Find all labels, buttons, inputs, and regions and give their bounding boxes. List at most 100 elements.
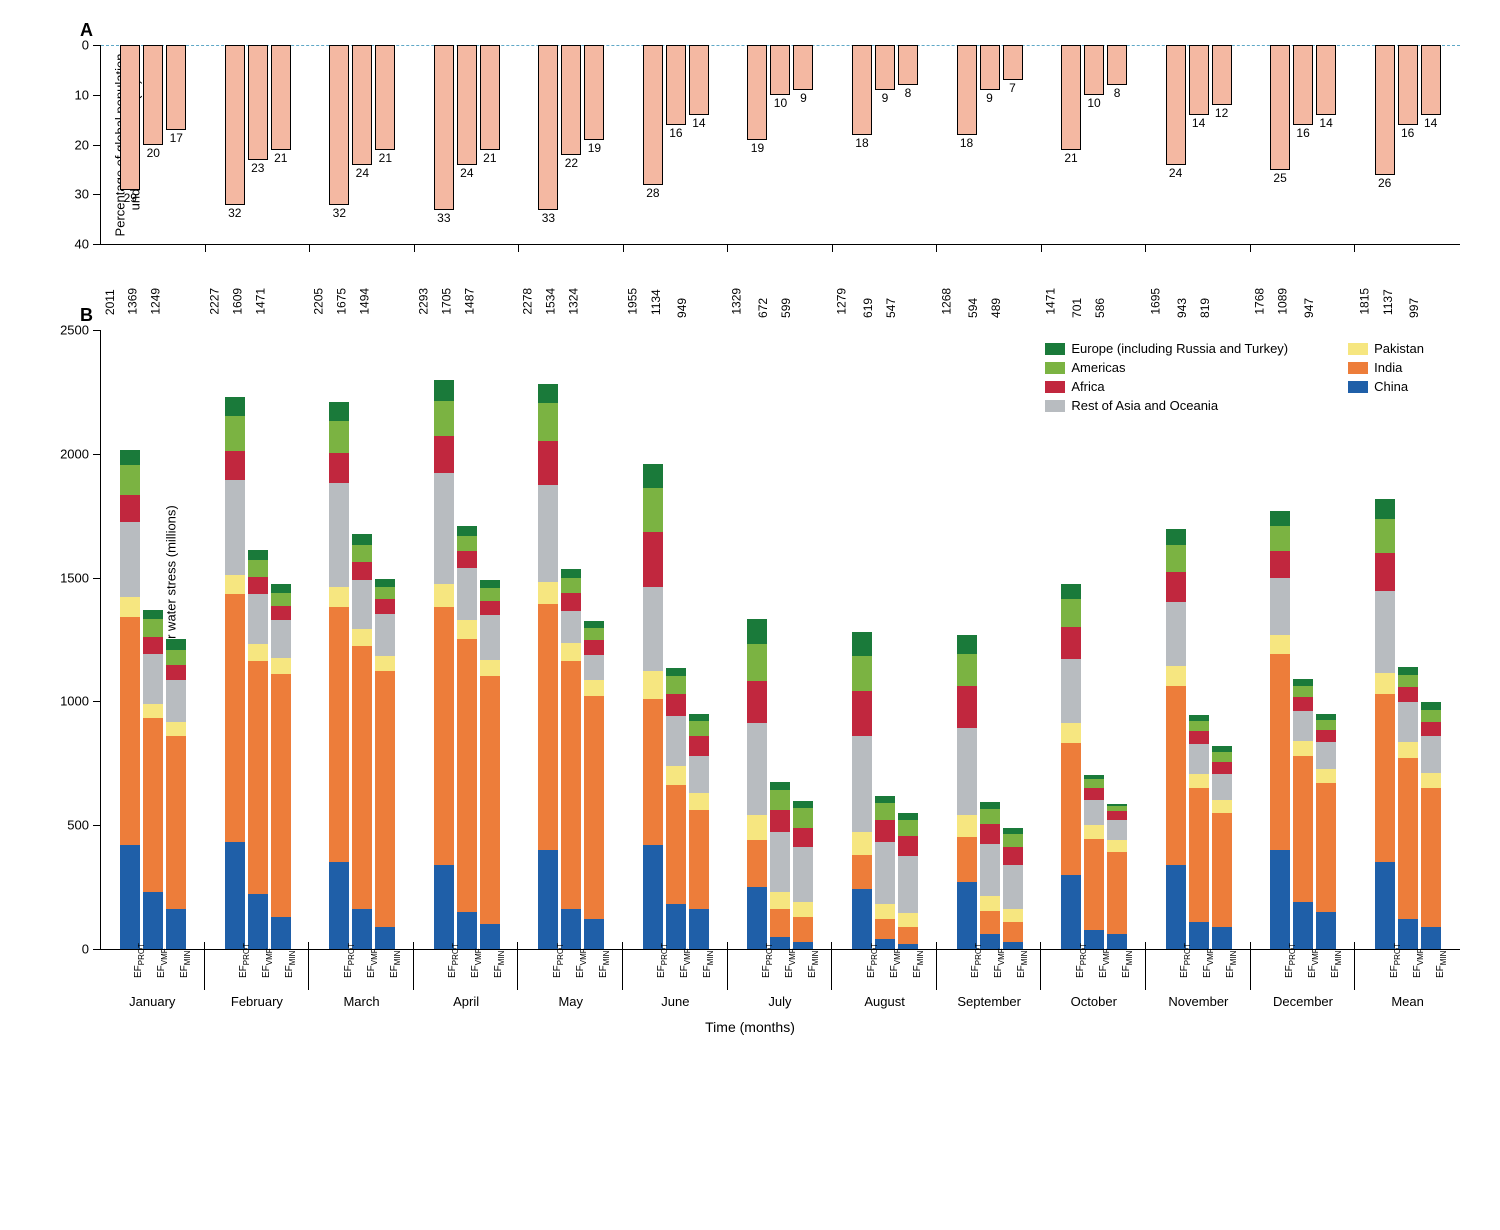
- bar-segment: [120, 617, 140, 845]
- y-tick: [93, 701, 101, 702]
- bar-segment: [1084, 779, 1104, 788]
- month-label: August: [832, 990, 937, 1009]
- bar-segment: [1166, 529, 1186, 545]
- sub-category-label: EFMIN: [389, 958, 429, 978]
- bar-total-label: 1955: [626, 288, 640, 315]
- stacked-bar: 1768: [1270, 330, 1290, 949]
- bar-segment: [120, 597, 140, 617]
- bar-value-label: 29: [124, 191, 137, 205]
- bar-segment: [1293, 711, 1313, 741]
- y-tick: [93, 95, 101, 96]
- bar-value-label: 14: [1319, 116, 1332, 130]
- month-group: 1897: [937, 45, 1042, 244]
- x-sub-group: EFPROTEFVMFEFMIN: [205, 950, 310, 990]
- month-group: 322321: [206, 45, 311, 244]
- bar-segment: [1375, 694, 1395, 863]
- month-label: Mean: [1355, 990, 1460, 1009]
- bar-value-label: 7: [1009, 81, 1016, 95]
- bar-segment: [666, 694, 686, 716]
- month-label: July: [728, 990, 833, 1009]
- month-group: 17681089947: [1251, 330, 1356, 949]
- stacked-bar: 1471: [271, 330, 291, 949]
- month-label: December: [1251, 990, 1356, 1009]
- bar-segment: [689, 909, 709, 949]
- bar-segment: [1293, 697, 1313, 711]
- sub-category-label: EFMIN: [1435, 958, 1475, 978]
- bar-value-label: 9: [882, 91, 889, 105]
- y-tick-label: 30: [75, 187, 89, 202]
- group-separator: [936, 244, 937, 252]
- stacked-bar: 619: [875, 330, 895, 949]
- bar-segment: [1166, 686, 1186, 865]
- bar-segment: [271, 584, 291, 593]
- bar-total-label: 701: [1070, 298, 1084, 318]
- month-label: October: [1041, 990, 1146, 1009]
- bar-segment: [793, 847, 813, 902]
- bar-segment: [643, 532, 663, 587]
- bar-total-label: 1815: [1357, 288, 1371, 315]
- stacked-bar: 1705: [457, 330, 477, 949]
- stacked-bar: 1279: [852, 330, 872, 949]
- group-separator: [309, 244, 310, 252]
- y-tick-label: 10: [75, 87, 89, 102]
- bar-segment: [957, 635, 977, 654]
- stacked-bar: 599: [793, 330, 813, 949]
- month-group: 241412: [1146, 45, 1251, 244]
- bar-total-label: 619: [861, 298, 875, 318]
- bar-value-label: 21: [379, 151, 392, 165]
- bar-segment: [538, 485, 558, 582]
- bar-segment: [1398, 758, 1418, 919]
- y-tick-label: 500: [67, 818, 89, 833]
- bar-segment: [875, 803, 895, 820]
- bar-value-label: 25: [1273, 171, 1286, 185]
- y-tick: [93, 244, 101, 245]
- bar-value-label: 21: [1064, 151, 1077, 165]
- bar-segment: [852, 855, 872, 890]
- bar-segment: [1293, 741, 1313, 756]
- bar-segment: [166, 680, 186, 722]
- bar-segment: [1084, 825, 1104, 839]
- y-tick-label: 1500: [60, 570, 89, 585]
- panel-a-label: A: [80, 20, 1480, 41]
- bar-total-label: 1268: [939, 288, 953, 315]
- stacked-bar: 1955: [643, 330, 663, 949]
- bar-segment: [375, 656, 395, 671]
- bar-segment: [852, 832, 872, 854]
- bar-segment: [1107, 811, 1127, 820]
- bar-segment: [1189, 774, 1209, 788]
- panel-a-chart: 010203040 Percentage of global populatio…: [100, 45, 1460, 245]
- bar-segment: [434, 436, 454, 473]
- bar: 33: [434, 45, 454, 210]
- bar-segment: [1293, 902, 1313, 949]
- bar-segment: [352, 534, 372, 545]
- y-tick: [93, 578, 101, 579]
- month-group: 201113691249: [101, 330, 206, 949]
- stacked-bar: 947: [1316, 330, 1336, 949]
- bar-segment: [1316, 720, 1336, 730]
- bar: 17: [166, 45, 186, 130]
- y-tick-label: 0: [82, 38, 89, 53]
- bar-segment: [852, 691, 872, 736]
- bar-value-label: 28: [646, 186, 659, 200]
- month-group: 19109: [728, 45, 833, 244]
- bar-segment: [1107, 934, 1127, 949]
- bar-segment: [480, 580, 500, 588]
- bar-segment: [1061, 627, 1081, 659]
- bar-segment: [852, 889, 872, 949]
- bar-value-label: 16: [1296, 126, 1309, 140]
- bar: 18: [957, 45, 977, 135]
- bar-segment: [1270, 850, 1290, 949]
- bar-segment: [643, 845, 663, 949]
- bar-segment: [538, 582, 558, 604]
- bar-segment: [457, 536, 477, 551]
- bar-segment: [666, 785, 686, 904]
- bar-segment: [747, 644, 767, 681]
- bar-segment: [1061, 875, 1081, 949]
- x-sub-group: EFPROTEFVMFEFMIN: [728, 950, 833, 990]
- bar-segment: [957, 837, 977, 882]
- bar-segment: [225, 416, 245, 451]
- stacked-bar: 997: [1421, 330, 1441, 949]
- bar-value-label: 9: [800, 91, 807, 105]
- month-group: 261614: [1355, 45, 1460, 244]
- bar-segment: [980, 802, 1000, 809]
